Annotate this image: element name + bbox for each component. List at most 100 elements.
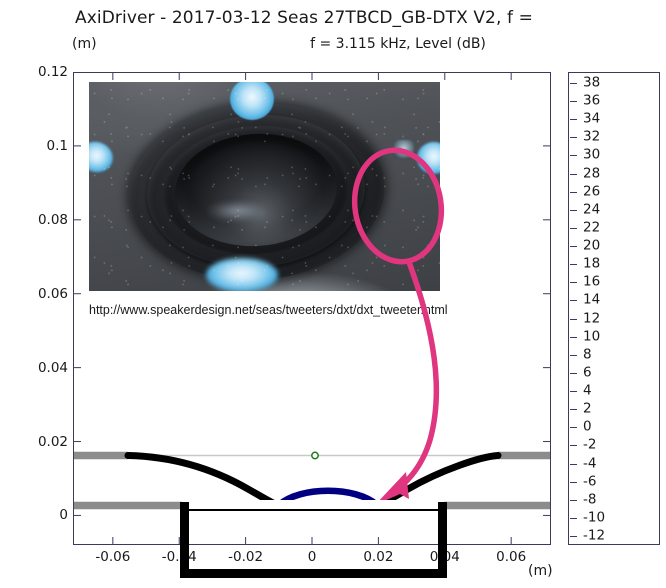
page-title: AxiDriver - 2017-03-12 Seas 27TBCD_GB-DT… xyxy=(75,8,533,28)
colorbar-tick-label: 18 xyxy=(583,255,601,272)
colorbar-tick-label: 2 xyxy=(583,400,592,417)
colorbar-tick-mark xyxy=(570,191,577,193)
colorbar-row: 22 xyxy=(569,220,661,236)
colorbar-tick-label: 34 xyxy=(583,110,601,127)
x-tick-label: 0.06 xyxy=(496,549,527,565)
photo-texture-speckle xyxy=(89,82,440,291)
y-tick-label: 0 xyxy=(59,507,68,524)
plot-subtitle: f = 3.115 kHz, Level (dB) xyxy=(310,36,486,52)
colorbar-tick-label: 26 xyxy=(583,182,601,199)
x-tick-label: -0.06 xyxy=(95,549,131,565)
colorbar-tick-mark xyxy=(570,209,577,211)
colorbar-tick-label: -10 xyxy=(583,509,606,526)
x-tick-label: -0.02 xyxy=(228,549,264,565)
photo-dome-highlight xyxy=(207,200,267,222)
colorbar-row: 14 xyxy=(569,292,661,308)
colorbar-row: 34 xyxy=(569,111,661,127)
colorbar-tick-mark xyxy=(570,173,577,175)
x-tick-label: 0 xyxy=(307,549,317,565)
y-axis-unit-label: (m) xyxy=(72,36,97,52)
y-tick-label: 0.12 xyxy=(37,64,68,80)
enclosure-top-opening xyxy=(189,500,438,509)
colorbar-tick-label: 38 xyxy=(583,74,601,91)
colorbar-row: -6 xyxy=(569,474,661,490)
colorbar-row: -4 xyxy=(569,456,661,472)
colorbar-tick-label: -4 xyxy=(583,454,597,471)
colorbar-tick-mark xyxy=(570,372,577,374)
colorbar-tick-label: -12 xyxy=(583,527,606,544)
colorbar-tick-mark xyxy=(570,517,577,519)
colorbar-row: -2 xyxy=(569,437,661,453)
colorbar-row: -8 xyxy=(569,492,661,508)
tweeter-photo xyxy=(89,82,440,291)
colorbar-row: -12 xyxy=(569,528,661,544)
colorbar-tick-label: 28 xyxy=(583,164,601,181)
colorbar-tick-label: 12 xyxy=(583,309,601,326)
colorbar-tick-mark xyxy=(570,282,577,284)
colorbar-tick-mark xyxy=(570,409,577,411)
colorbar-row: 0 xyxy=(569,419,661,435)
colorbar-tick-mark xyxy=(570,318,577,320)
colorbar-tick-label: 20 xyxy=(583,237,601,254)
colorbar-tick-mark xyxy=(570,155,577,157)
y-tick-label: 0.06 xyxy=(37,285,68,302)
colorbar-tick-mark xyxy=(570,481,577,483)
colorbar-tick-mark xyxy=(570,137,577,139)
y-tick-label: 0.04 xyxy=(37,359,68,376)
enclosure-box xyxy=(180,502,447,578)
colorbar-row: 2 xyxy=(569,401,661,417)
colorbar-tick-mark xyxy=(570,227,577,229)
colorbar-row: 18 xyxy=(569,256,661,272)
colorbar-tick-label: 8 xyxy=(583,346,592,363)
colorbar-tick-label: 4 xyxy=(583,382,592,399)
colorbar-tick-label: 36 xyxy=(583,92,601,109)
colorbar-tick-mark xyxy=(570,119,577,121)
colorbar-row: 6 xyxy=(569,365,661,381)
colorbar-tick-mark xyxy=(570,354,577,356)
colorbar-tick-label: 16 xyxy=(583,273,601,290)
y-tick-label: 0.1 xyxy=(46,137,68,154)
colorbar-tick-label: 10 xyxy=(583,327,601,344)
colorbar-tick-label: 6 xyxy=(583,364,592,381)
colorbar-tick-label: 0 xyxy=(583,418,592,435)
colorbar-tick-mark xyxy=(570,264,577,266)
x-axis-unit-label: (m) xyxy=(528,563,553,579)
colorbar-tick-label: 32 xyxy=(583,128,601,145)
colorbar-tick-mark xyxy=(570,463,577,465)
colorbar-tick-label: -6 xyxy=(583,472,597,489)
colorbar-tick-mark xyxy=(570,445,577,447)
colorbar-tick-mark xyxy=(570,336,577,338)
y-tick-label: 0.08 xyxy=(37,211,68,228)
photo-highlight-top xyxy=(230,82,274,120)
colorbar-row: 28 xyxy=(569,166,661,182)
colorbar-row: 26 xyxy=(569,184,661,200)
colorbar-tick-mark xyxy=(570,499,577,501)
colorbar-row: 8 xyxy=(569,347,661,363)
colorbar-row: 36 xyxy=(569,93,661,109)
colorbar-row: 12 xyxy=(569,311,661,327)
colorbar-tick-mark xyxy=(570,427,577,429)
colorbar-tick-mark xyxy=(570,83,577,84)
colorbar-row: 30 xyxy=(569,147,661,163)
colorbar-tick-label: 24 xyxy=(583,201,601,218)
colorbar-tick-mark xyxy=(570,391,577,393)
colorbar-row: 32 xyxy=(569,129,661,145)
colorbar-tick-mark xyxy=(570,101,577,103)
colorbar-row: 38 xyxy=(569,75,661,91)
colorbar-row: 16 xyxy=(569,274,661,290)
colorbar-row: 20 xyxy=(569,238,661,254)
colorbar-tick-label: -2 xyxy=(583,436,597,453)
y-tick-label: 0.02 xyxy=(37,433,68,450)
x-tick-label: 0.02 xyxy=(363,549,394,565)
colorbar-tick-label: 22 xyxy=(583,219,601,236)
photo-highlight-bottom xyxy=(206,258,278,291)
colorbar-row: 4 xyxy=(569,383,661,399)
colorbar-row: -10 xyxy=(569,510,661,526)
colorbar-row: 24 xyxy=(569,202,661,218)
colorbar-tick-label: -8 xyxy=(583,491,597,507)
photo-source-url: http://www.speakerdesign.net/seas/tweete… xyxy=(89,303,448,317)
y-axis-tick-labels: 0 0.02 0.04 0.06 0.08 0.1 0.12 xyxy=(0,0,68,588)
colorbar-tick-label: 14 xyxy=(583,291,601,308)
colorbar-legend[interactable]: 38 36 34 32 30 28 26 24 22 20 18 16 14 12 10 8 6 4 2 0 -2 -4-… xyxy=(568,72,660,545)
